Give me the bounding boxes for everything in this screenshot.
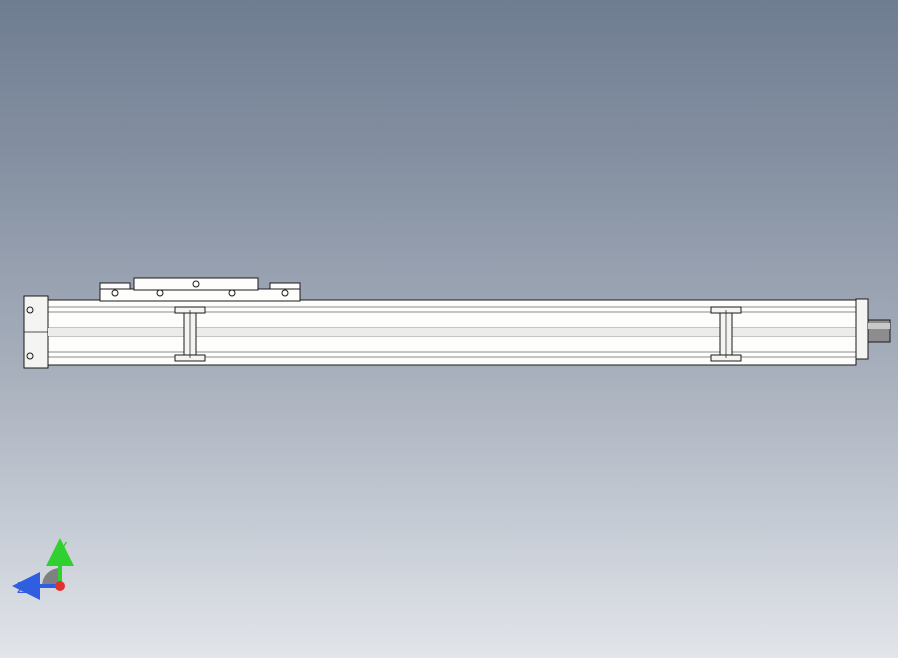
cad-viewport[interactable]: Y Z bbox=[0, 0, 898, 658]
axis-label-z: Z bbox=[17, 580, 27, 598]
axis-label-y: Y bbox=[57, 540, 68, 558]
orientation-triad bbox=[0, 0, 898, 658]
